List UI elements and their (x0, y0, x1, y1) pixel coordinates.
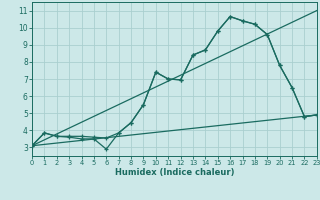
X-axis label: Humidex (Indice chaleur): Humidex (Indice chaleur) (115, 168, 234, 177)
